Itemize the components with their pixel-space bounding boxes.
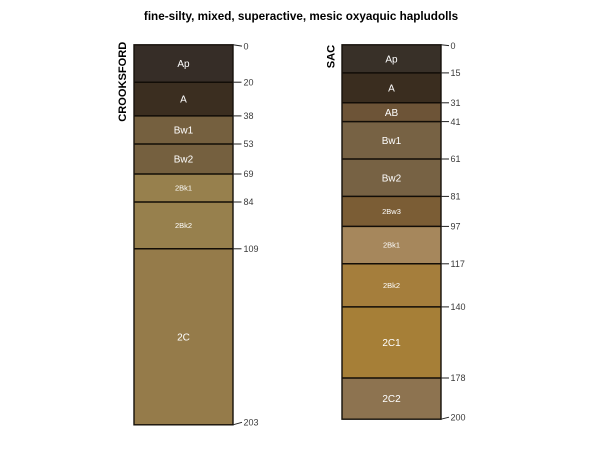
- svg-text:2C1: 2C1: [382, 338, 401, 349]
- svg-text:2Bk1: 2Bk1: [175, 184, 192, 193]
- svg-text:AB: AB: [385, 108, 399, 119]
- svg-text:69: 69: [244, 169, 254, 179]
- svg-text:200: 200: [451, 412, 466, 422]
- svg-text:2C2: 2C2: [382, 394, 401, 405]
- svg-text:117: 117: [451, 259, 465, 269]
- svg-text:41: 41: [451, 117, 461, 127]
- svg-text:84: 84: [244, 197, 254, 207]
- svg-text:0: 0: [244, 41, 249, 51]
- svg-text:Bw1: Bw1: [174, 126, 194, 137]
- svg-text:53: 53: [244, 139, 254, 149]
- svg-text:2Bk2: 2Bk2: [383, 281, 400, 290]
- svg-text:140: 140: [451, 302, 466, 312]
- svg-text:178: 178: [451, 373, 466, 383]
- svg-text:81: 81: [451, 192, 461, 202]
- svg-text:A: A: [180, 95, 187, 106]
- svg-text:203: 203: [244, 418, 259, 428]
- svg-text:0: 0: [451, 41, 456, 51]
- svg-text:2Bk1: 2Bk1: [383, 241, 400, 250]
- svg-text:Bw2: Bw2: [174, 155, 194, 166]
- svg-text:Ap: Ap: [177, 59, 190, 70]
- svg-text:A: A: [388, 83, 395, 94]
- svg-text:38: 38: [244, 111, 254, 121]
- svg-text:2Bw3: 2Bw3: [382, 207, 401, 216]
- svg-text:fine-silty, mixed, superactive: fine-silty, mixed, superactive, mesic ox…: [144, 10, 459, 23]
- svg-text:2Bk2: 2Bk2: [175, 221, 192, 230]
- svg-text:SAC: SAC: [326, 45, 338, 68]
- svg-text:31: 31: [451, 98, 461, 108]
- svg-text:Bw1: Bw1: [382, 136, 402, 147]
- svg-text:Ap: Ap: [385, 55, 398, 66]
- svg-text:15: 15: [451, 68, 461, 78]
- svg-text:109: 109: [244, 244, 259, 254]
- svg-text:61: 61: [451, 154, 461, 164]
- svg-text:Bw2: Bw2: [382, 173, 402, 184]
- svg-text:2C: 2C: [177, 332, 190, 343]
- svg-text:97: 97: [451, 222, 461, 232]
- svg-text:CROOKSFORD: CROOKSFORD: [117, 42, 129, 122]
- svg-text:20: 20: [244, 77, 254, 87]
